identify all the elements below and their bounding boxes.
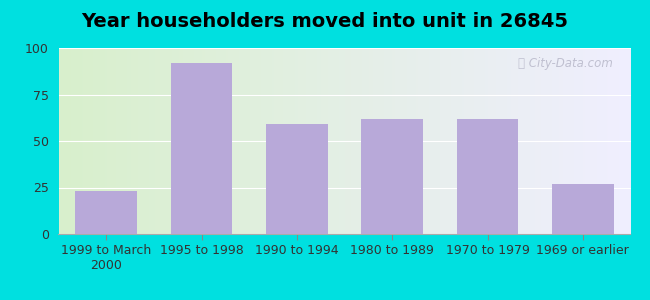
Bar [456,119,519,234]
Bar [75,191,137,234]
Bar [170,63,233,234]
Bar [266,124,328,234]
Text: Year householders moved into unit in 26845: Year householders moved into unit in 268… [81,12,569,31]
Text: ⓘ City-Data.com: ⓘ City-Data.com [519,57,614,70]
Bar [552,184,614,234]
Bar [361,119,423,234]
